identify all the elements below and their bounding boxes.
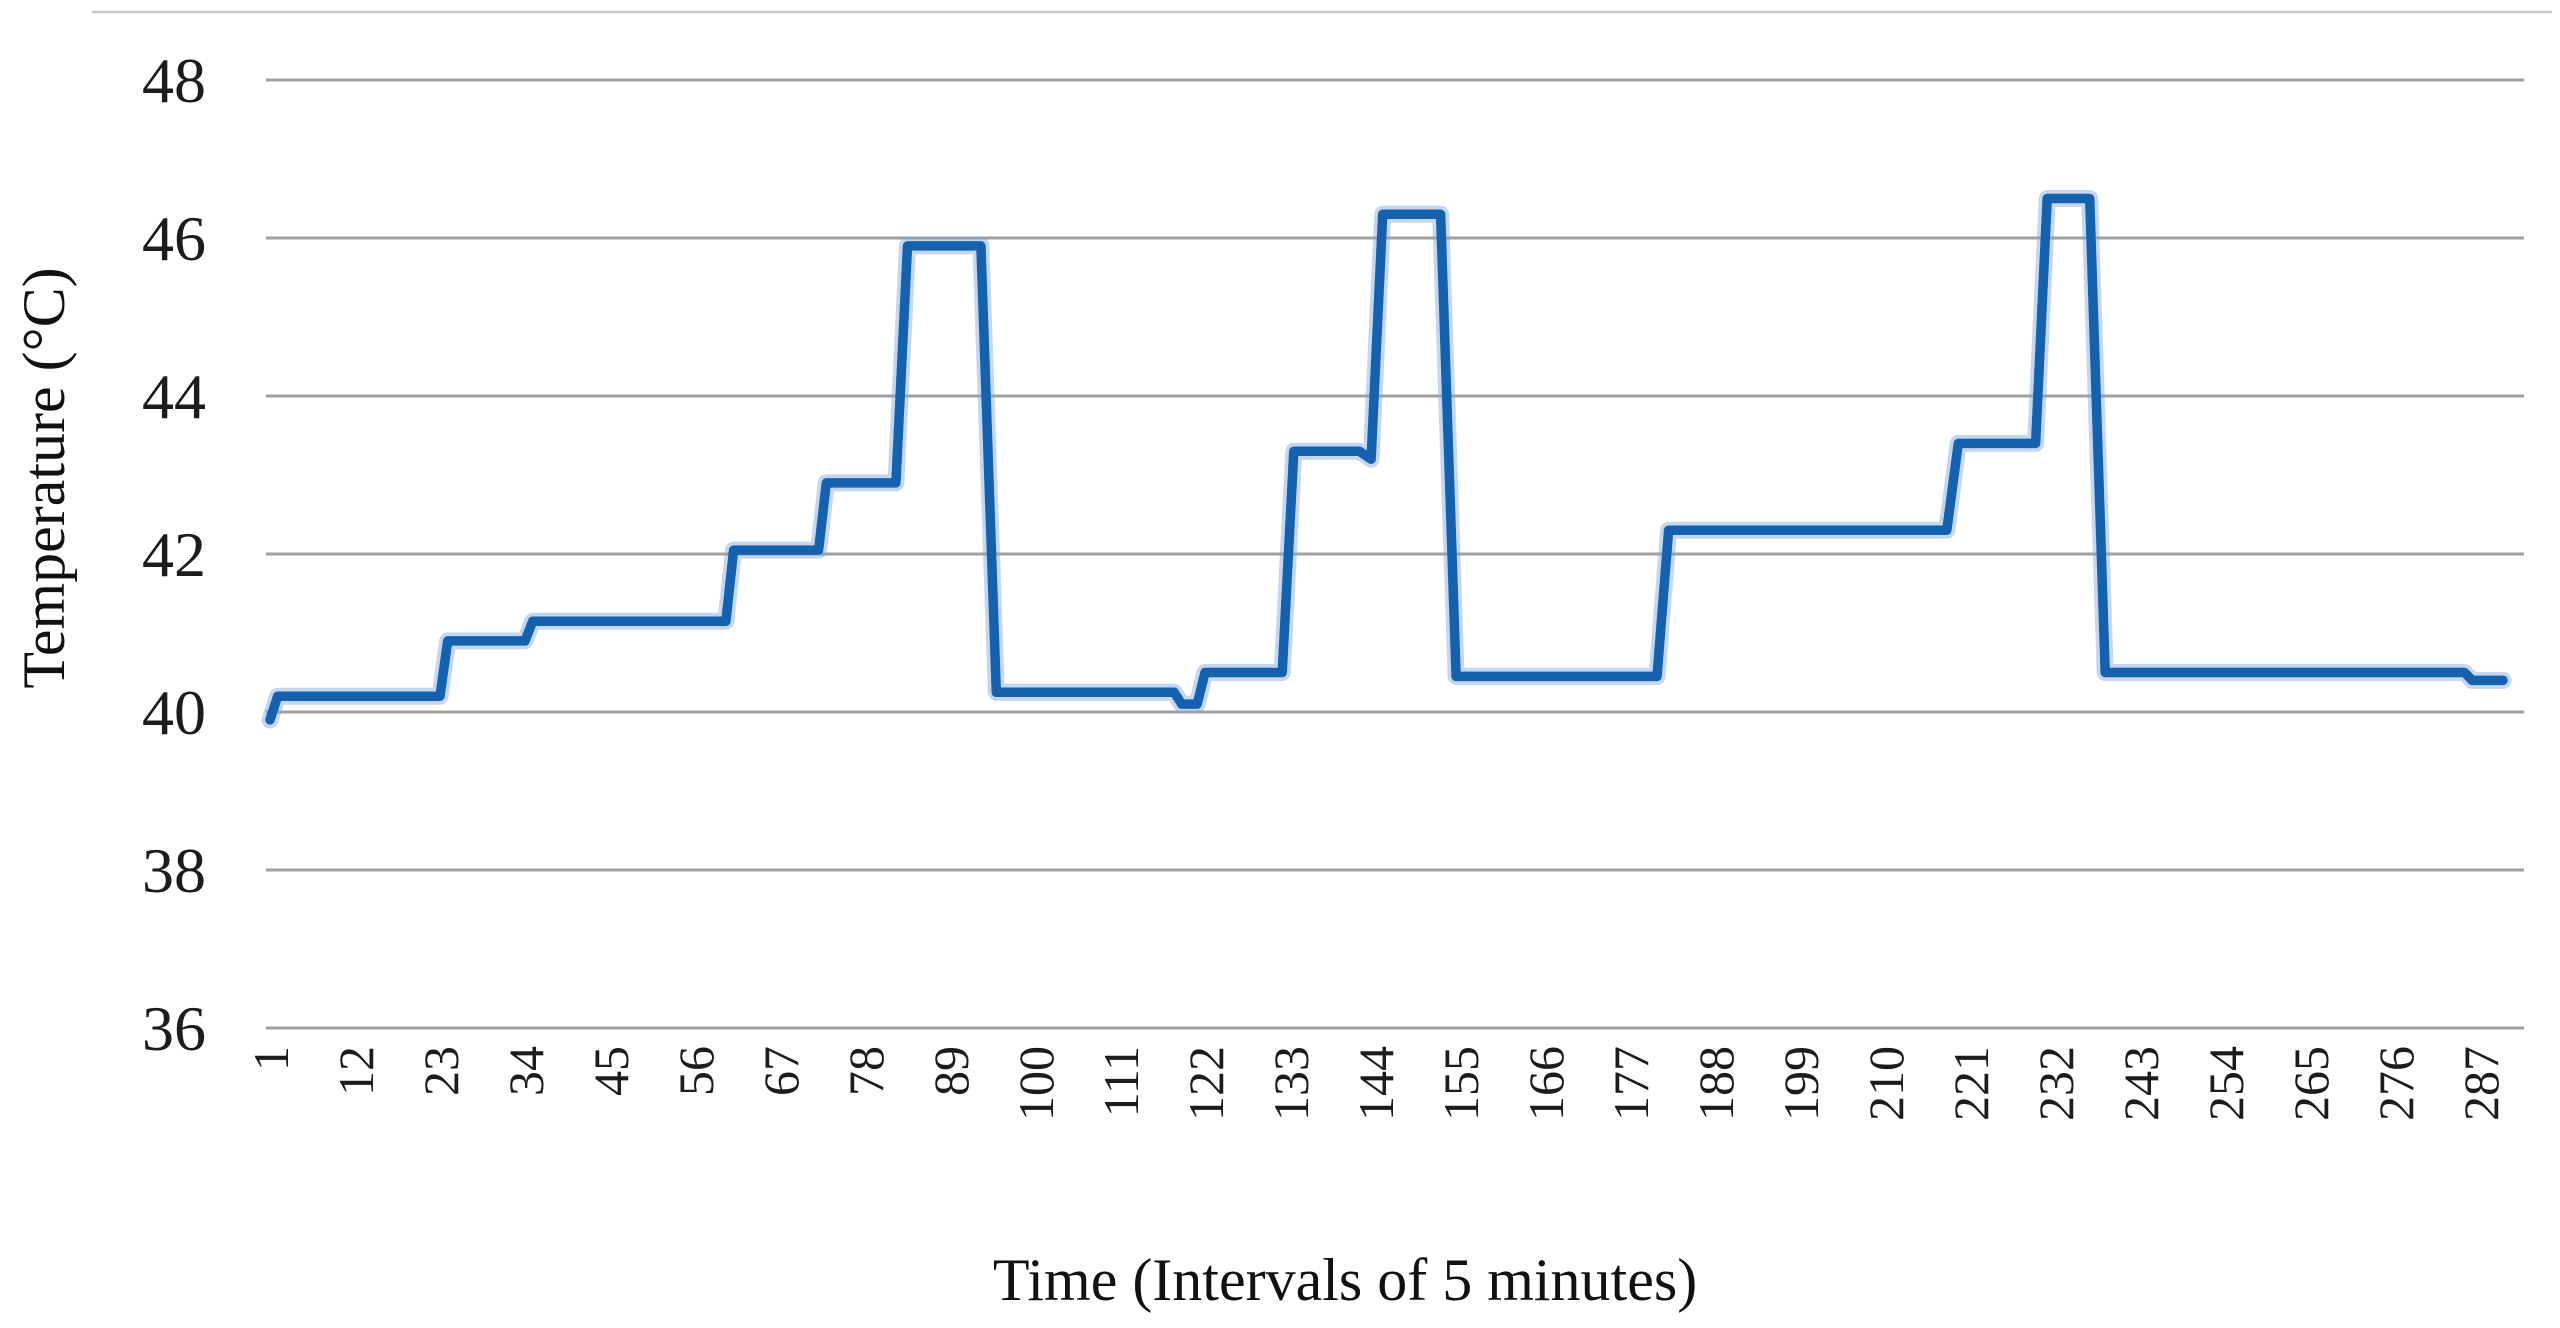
x-tick-label-177: 177 — [1603, 1046, 1659, 1121]
y-tick-label-48: 48 — [142, 45, 206, 116]
temperature-line-series — [261, 190, 2512, 729]
x-tick-label-155: 155 — [1433, 1046, 1489, 1121]
x-axis-tick-labels: 1 12 23 34 45 56 67 78 89 100 111 122 133 144 155 166 17… — [243, 1046, 2509, 1121]
x-tick-label-67: 67 — [753, 1046, 809, 1096]
temperature-line — [265, 193, 2508, 725]
x-tick-label-100: 100 — [1008, 1046, 1064, 1121]
y-tick-label-40: 40 — [142, 677, 206, 748]
y-tick-label-36: 36 — [142, 993, 206, 1064]
x-tick-label-133: 133 — [1263, 1046, 1319, 1121]
y-axis-tick-labels: 48 46 44 42 40 38 36 — [142, 45, 206, 1064]
y-tick-label-46: 46 — [142, 203, 206, 274]
x-tick-label-111: 111 — [1093, 1046, 1149, 1117]
x-tick-label-166: 166 — [1518, 1046, 1574, 1121]
y-tick-label-44: 44 — [142, 361, 206, 432]
x-tick-label-254: 254 — [2198, 1046, 2254, 1121]
y-axis-title: Temperature (°C) — [11, 267, 77, 688]
x-tick-label-56: 56 — [668, 1046, 724, 1096]
x-axis-title: Time (Intervals of 5 minutes) — [993, 1247, 1697, 1313]
x-tick-label-144: 144 — [1348, 1046, 1404, 1121]
x-tick-label-287: 287 — [2453, 1046, 2509, 1121]
x-tick-label-78: 78 — [838, 1046, 894, 1096]
temperature-line-halo — [261, 190, 2512, 729]
x-tick-label-199: 199 — [1773, 1046, 1829, 1121]
x-tick-label-122: 122 — [1178, 1046, 1234, 1121]
y-tick-label-38: 38 — [142, 835, 206, 906]
x-tick-label-221: 221 — [1943, 1046, 1999, 1121]
x-tick-label-243: 243 — [2113, 1046, 2169, 1121]
x-tick-label-89: 89 — [923, 1046, 979, 1096]
x-tick-label-188: 188 — [1688, 1046, 1744, 1121]
x-tick-label-210: 210 — [1858, 1046, 1914, 1121]
x-tick-label-45: 45 — [583, 1046, 639, 1096]
x-tick-label-276: 276 — [2368, 1046, 2424, 1121]
x-tick-label-12: 12 — [328, 1046, 384, 1096]
x-tick-label-1: 1 — [243, 1046, 299, 1071]
y-tick-label-42: 42 — [142, 519, 206, 590]
x-tick-label-232: 232 — [2028, 1046, 2084, 1121]
gridlines — [266, 78, 2524, 1030]
x-tick-label-34: 34 — [498, 1046, 554, 1096]
x-tick-label-23: 23 — [413, 1046, 469, 1096]
x-tick-label-265: 265 — [2283, 1046, 2339, 1121]
